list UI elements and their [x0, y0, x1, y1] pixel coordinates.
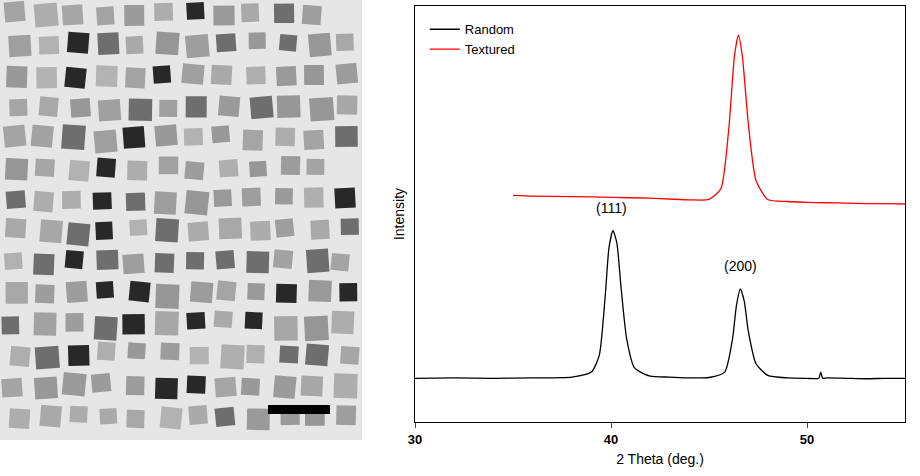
svg-text:Textured: Textured [465, 42, 515, 57]
svg-text:2 Theta (deg.): 2 Theta (deg.) [616, 451, 704, 467]
svg-text:30: 30 [408, 432, 422, 447]
svg-text:50: 50 [800, 432, 814, 447]
svg-text:(111): (111) [596, 200, 627, 216]
svg-text:Random: Random [465, 22, 514, 37]
svg-text:(200): (200) [724, 258, 757, 274]
svg-text:40: 40 [604, 432, 618, 447]
svg-text:Intensity: Intensity [391, 188, 407, 240]
